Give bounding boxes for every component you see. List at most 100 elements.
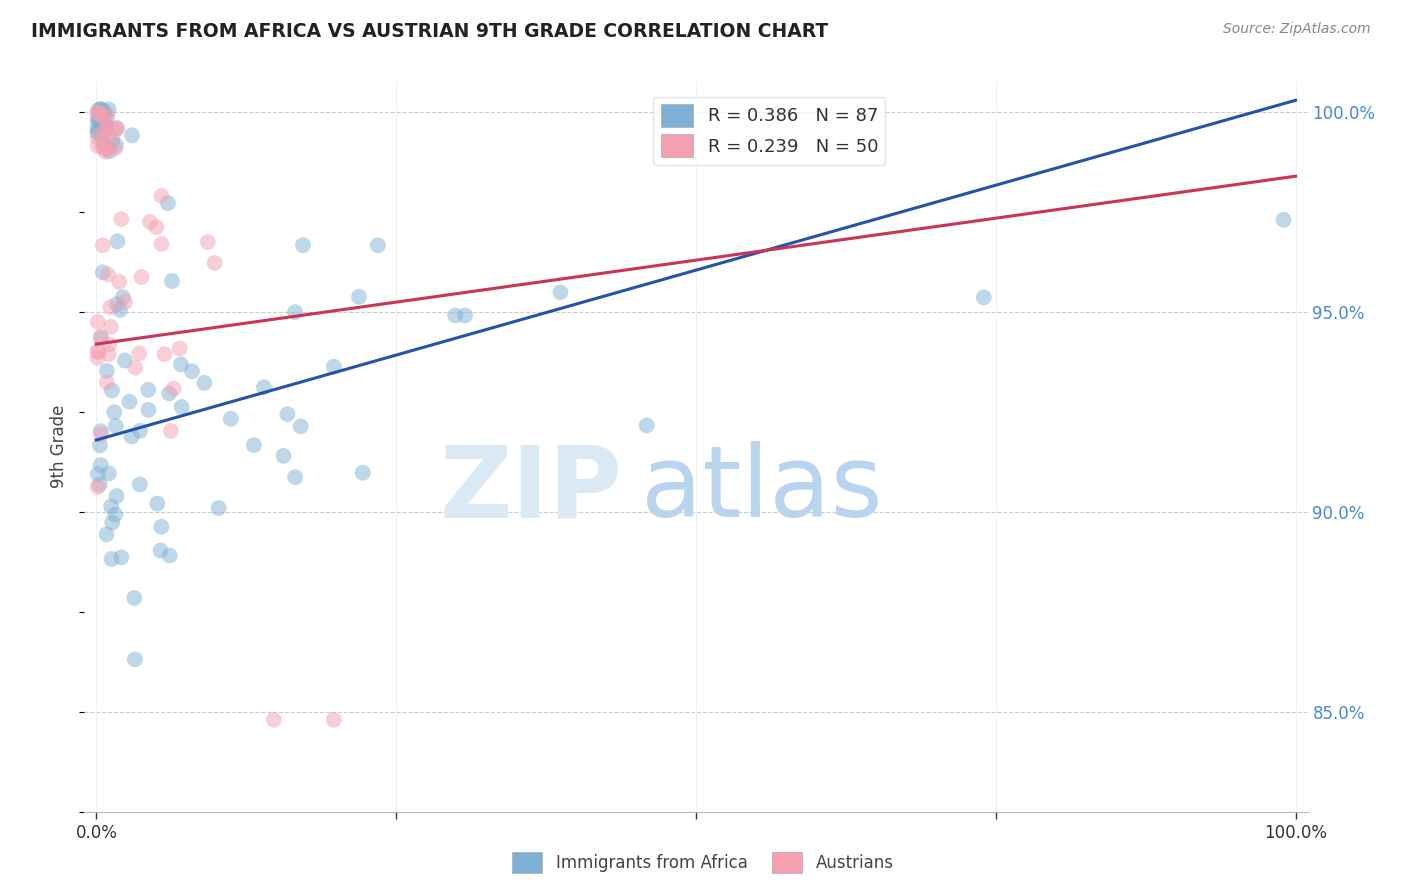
Point — [276, 407, 298, 421]
Point — [128, 346, 150, 360]
Point — [96, 108, 118, 122]
Point — [86, 112, 108, 127]
Point — [91, 110, 114, 124]
Text: Source: ZipAtlas.com: Source: ZipAtlas.com — [1223, 22, 1371, 37]
Point — [97, 103, 120, 117]
Point — [149, 543, 172, 558]
Point — [89, 111, 111, 125]
Point — [105, 121, 128, 136]
Point — [170, 358, 193, 372]
Point — [118, 394, 141, 409]
Point — [97, 467, 120, 481]
Point — [93, 142, 115, 156]
Point — [150, 189, 173, 203]
Point — [96, 123, 118, 137]
Point — [636, 418, 658, 433]
Point — [181, 364, 204, 378]
Point — [153, 347, 176, 361]
Point — [96, 364, 118, 378]
Point — [193, 376, 215, 390]
Point — [284, 305, 307, 319]
Point — [104, 508, 127, 522]
Point — [86, 351, 108, 365]
Point — [124, 591, 146, 605]
Point — [91, 265, 114, 279]
Point — [86, 105, 108, 120]
Point — [86, 480, 108, 494]
Point — [136, 383, 159, 397]
Point — [322, 359, 344, 374]
Point — [111, 290, 134, 304]
Point — [91, 238, 114, 252]
Point — [347, 290, 370, 304]
Point — [105, 489, 128, 503]
Legend: Immigrants from Africa, Austrians: Immigrants from Africa, Austrians — [506, 846, 900, 880]
Point — [253, 380, 276, 394]
Point — [89, 123, 111, 137]
Point — [90, 103, 112, 117]
Point — [145, 219, 167, 234]
Point — [138, 403, 160, 417]
Point — [89, 438, 111, 452]
Point — [146, 497, 169, 511]
Point — [121, 128, 143, 143]
Point — [86, 120, 108, 134]
Point — [96, 118, 118, 132]
Point — [87, 103, 110, 117]
Point — [104, 123, 127, 137]
Point — [107, 235, 129, 249]
Point — [101, 384, 124, 398]
Point — [150, 520, 173, 534]
Point — [103, 405, 125, 419]
Point — [97, 268, 120, 282]
Point — [86, 344, 108, 359]
Point — [454, 309, 477, 323]
Point — [100, 552, 122, 566]
Point — [91, 140, 114, 154]
Point — [208, 501, 231, 516]
Point — [114, 353, 136, 368]
Point — [93, 103, 115, 118]
Point — [93, 123, 115, 137]
Point — [273, 449, 295, 463]
Point — [87, 315, 110, 329]
Point — [124, 652, 146, 666]
Point — [107, 121, 129, 136]
Point — [94, 145, 117, 159]
Text: atlas: atlas — [641, 442, 883, 539]
Point — [91, 116, 114, 130]
Point — [197, 235, 219, 249]
Point — [86, 139, 108, 153]
Point — [93, 137, 115, 152]
Point — [219, 412, 242, 426]
Point — [89, 102, 111, 116]
Point — [98, 337, 121, 351]
Point — [100, 319, 122, 334]
Point — [87, 467, 110, 481]
Point — [86, 130, 108, 145]
Point — [100, 300, 122, 314]
Point — [90, 329, 112, 343]
Point — [322, 713, 344, 727]
Point — [204, 256, 226, 270]
Point — [90, 131, 112, 145]
Point — [89, 477, 111, 491]
Point — [114, 295, 136, 310]
Point — [96, 376, 118, 390]
Point — [96, 109, 118, 123]
Point — [104, 419, 127, 434]
Point — [100, 500, 122, 514]
Text: ZIP: ZIP — [440, 442, 623, 539]
Point — [157, 386, 180, 401]
Point — [90, 424, 112, 438]
Point — [444, 309, 467, 323]
Point — [105, 138, 128, 153]
Point — [86, 125, 108, 139]
Point — [550, 285, 572, 300]
Point — [150, 237, 173, 252]
Point — [160, 424, 183, 438]
Point — [96, 527, 118, 541]
Point — [284, 470, 307, 484]
Y-axis label: 9th Grade: 9th Grade — [51, 404, 69, 488]
Point — [90, 458, 112, 472]
